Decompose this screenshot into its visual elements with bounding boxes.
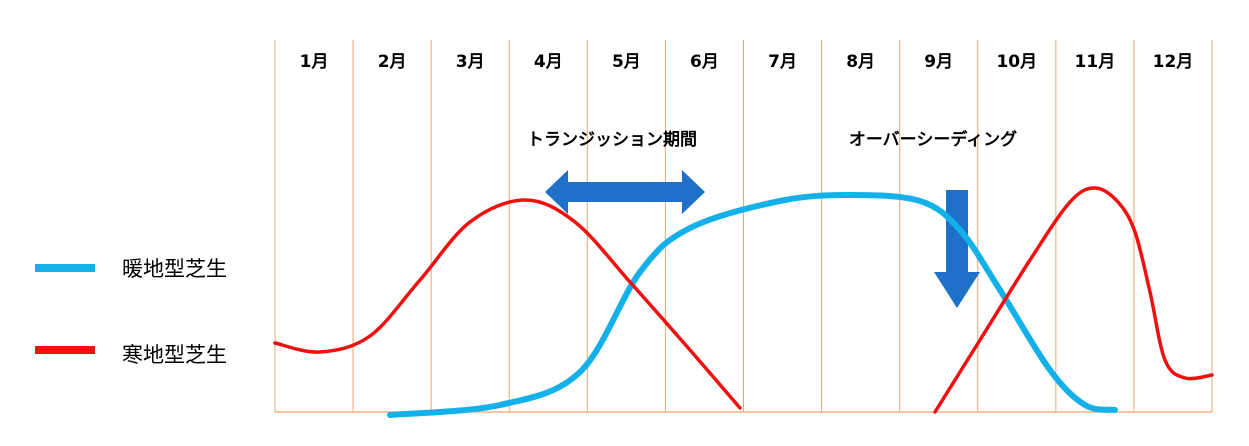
month-grid: 1月 2月 3月 4月 5月 6月 7月 8月 9月 10月 11月 12月 [274, 40, 1213, 412]
month-label: 2月 [378, 52, 407, 72]
transition-label: トランジッション期間 [527, 130, 697, 150]
legend-label: 寒地型芝生 [122, 343, 227, 367]
overseeding-arrow [934, 190, 980, 308]
month-label: 1月 [300, 52, 329, 72]
warm-season-curve [387, 192, 1118, 418]
legend-label: 暖地型芝生 [122, 257, 227, 281]
month-label: 3月 [456, 52, 485, 72]
transition-arrow [545, 170, 705, 214]
month-label: 5月 [612, 52, 641, 72]
cool-season-curve [273, 198, 742, 410]
month-label: 10月 [996, 52, 1037, 72]
month-label: 7月 [768, 52, 797, 72]
month-label: 6月 [690, 52, 719, 72]
month-label: 4月 [534, 52, 563, 72]
month-label: 9月 [924, 52, 953, 72]
month-label: 8月 [846, 52, 875, 72]
cool-season-curve [933, 186, 1214, 414]
month-label: 11月 [1075, 52, 1116, 72]
month-label: 12月 [1153, 52, 1194, 72]
overseeding-label: オーバーシーディング [849, 129, 1017, 150]
